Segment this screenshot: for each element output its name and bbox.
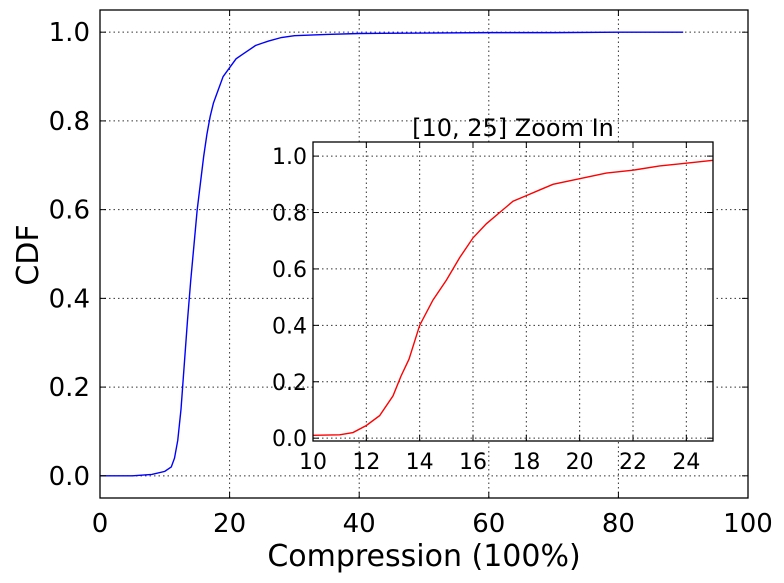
main-y-tick-label: 0.6	[49, 196, 90, 226]
inset-y-tick-label: 0.0	[272, 427, 307, 452]
main-y-tick-label: 0.2	[49, 373, 90, 403]
inset-x-tick-label: 18	[512, 450, 540, 475]
inset-x-tick-label: 24	[672, 450, 700, 475]
inset-x-tick-label: 16	[459, 450, 487, 475]
inset-background-layer	[313, 142, 713, 441]
main-x-tick-label: 0	[92, 509, 109, 539]
inset-title: [10, 25] Zoom In	[412, 114, 614, 142]
inset-frame-layer	[312, 141, 714, 442]
main-x-tick-label: 40	[343, 509, 376, 539]
main-x-tick-label: 60	[472, 509, 505, 539]
x-axis-label: Compression (100%)	[267, 539, 580, 574]
inset-series-layer	[312, 159, 714, 437]
main-x-tick-label: 100	[723, 509, 773, 539]
inset-x-tick-label: 22	[619, 450, 647, 475]
main-axes-frame	[99, 9, 749, 499]
main-x-tick-label: 80	[602, 509, 635, 539]
inset-x-tick-label: 20	[566, 450, 594, 475]
inset-x-tick-label: 14	[406, 450, 434, 475]
main-series-layer	[100, 31, 684, 477]
inset-axes-frame	[312, 141, 714, 442]
inset-y-tick-label: 0.4	[272, 314, 307, 339]
main-y-tick-label: 0.0	[49, 462, 90, 492]
inset-x-tick-label: 10	[299, 450, 327, 475]
main-y-tick-label: 0.4	[49, 284, 90, 314]
main-x-tick-label: 20	[213, 509, 246, 539]
main-series-line	[100, 31, 684, 477]
main-y-tick-label: 1.0	[49, 18, 90, 48]
main-y-tick-label: 0.8	[49, 107, 90, 137]
main-ticks: 0 20 40 60 80 100 0.0 0.2 0.4 0.6 0.8 1.0	[49, 10, 773, 539]
main-frame-layer	[99, 9, 749, 499]
inset-y-tick-label: 1.0	[272, 145, 307, 170]
inset-ticks: 10 12 14 16 18 20 22 24 0.0 0.2 0.4 0.6 0.8 1.0	[272, 142, 713, 475]
inset-x-tick-label: 12	[352, 450, 380, 475]
inset-y-tick-label: 0.6	[272, 258, 307, 283]
y-axis-label: CDF	[11, 224, 46, 285]
inset-background	[313, 142, 713, 441]
inset-y-tick-label: 0.8	[272, 202, 307, 227]
inset-y-tick-label: 0.2	[272, 371, 307, 396]
inset-series-line	[312, 159, 714, 437]
